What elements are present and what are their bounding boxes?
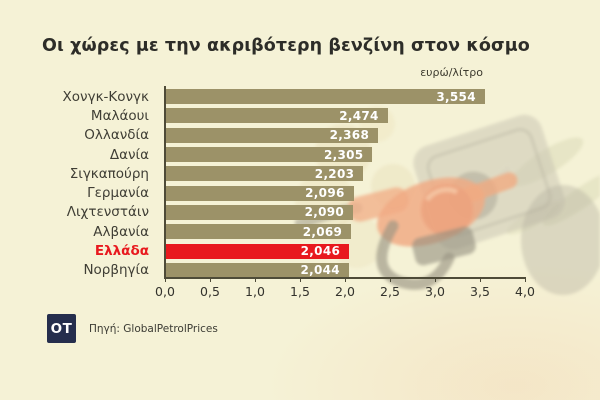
country-label: Αλβανία [93,223,149,240]
bar-value-label: 2,090 [304,205,345,220]
tick-mark [390,278,392,282]
tick-label: 4,0 [515,284,535,299]
source-text: Πηγή: GlobalPetrolPrices [89,322,218,335]
y-axis-line [164,86,166,278]
bar-value-label: 2,044 [300,263,340,278]
table-row: Μαλάουι 2,474 [0,106,600,125]
bar-area: 2,046 [165,243,525,259]
bar-value-label: 3,554 [436,89,476,104]
bar: 2,046 [165,243,350,259]
table-row: Χονγκ-Κονγκ 3,554 [0,87,600,106]
bar-rows: Χονγκ-Κονγκ 3,554 Μαλάουι 2,474 Ολλανδία 2,36… [0,87,600,280]
tick-mark [345,278,347,282]
tick-label: 1,0 [245,284,265,299]
bar: 2,096 [165,185,354,201]
tick-label: 1,5 [290,284,310,299]
table-row: Αλβανία 2,069 [0,222,600,241]
country-label: Ελλάδα [94,243,149,260]
bar-value-label: 2,368 [329,128,370,143]
bar-area: 2,368 [165,127,525,143]
footer: OT Πηγή: GlobalPetrolPrices [47,314,218,343]
bar-value-label: 2,096 [305,186,345,201]
page-title: Οι χώρες με την ακριβότερη βενζίνη στον … [42,36,530,56]
bar: 2,474 [165,108,388,124]
country-label: Δανία [109,146,149,163]
bar-area: 2,044 [165,262,525,278]
tick-mark [165,278,167,282]
tick-label: 2,5 [380,284,400,299]
country-label: Λιχτενστάιν [66,204,149,221]
bar-value-label: 2,069 [302,224,343,239]
country-label: Μαλάουι [90,107,149,124]
tick-label: 0,0 [155,284,175,299]
bar: 2,305 [165,147,373,163]
tick-mark [210,278,212,282]
bar-area: 2,090 [165,204,525,220]
tick-label: 2,0 [335,284,355,299]
bar-area: 2,203 [165,166,525,182]
bar-area: 2,096 [165,185,525,201]
table-row: Λιχτενστάιν 2,090 [0,203,600,222]
tick-label: 0,5 [200,284,220,299]
bar: 2,044 [165,262,349,278]
unit-label: ευρώ/λίτρο [420,66,483,79]
bar: 2,203 [165,166,364,182]
table-row: Δανία 2,305 [0,145,600,164]
tick-label: 3,0 [425,284,445,299]
bar: 2,368 [165,127,379,143]
bar: 2,090 [165,204,354,220]
bar-value-label: 2,046 [300,244,341,259]
bar-area: 2,069 [165,224,525,240]
x-axis-line [164,277,526,279]
country-label: Ολλανδία [84,127,149,144]
country-label: Γερμανία [87,185,149,202]
ot-logo: OT [47,314,76,343]
tick-mark [525,278,527,282]
table-row: Ελλάδα 2,046 [0,241,600,260]
tick-mark [435,278,437,282]
bar-area: 2,474 [165,108,525,124]
country-label: Σιγκαπούρη [69,165,149,182]
table-row: Γερμανία 2,096 [0,183,600,202]
tick-mark [255,278,257,282]
table-row: Ολλανδία 2,368 [0,126,600,145]
country-label: Νορβηγία [83,262,149,279]
tick-mark [300,278,302,282]
bar-area: 2,305 [165,147,525,163]
bar-value-label: 2,305 [323,147,364,162]
x-axis-ticks: 0,0 0,5 1,0 1,5 2,0 2,5 3,0 3,5 4,0 [155,278,535,299]
bar: 3,554 [165,89,485,105]
bar-area: 3,554 [165,89,525,105]
bar-value-label: 2,474 [339,108,379,123]
tick-label: 3,5 [470,284,490,299]
bar: 2,069 [165,224,352,240]
table-row: Νορβηγία 2,044 [0,261,600,280]
bar-value-label: 2,203 [314,166,355,181]
tick-mark [480,278,482,282]
country-label: Χονγκ-Κονγκ [62,88,149,105]
table-row: Σιγκαπούρη 2,203 [0,164,600,183]
